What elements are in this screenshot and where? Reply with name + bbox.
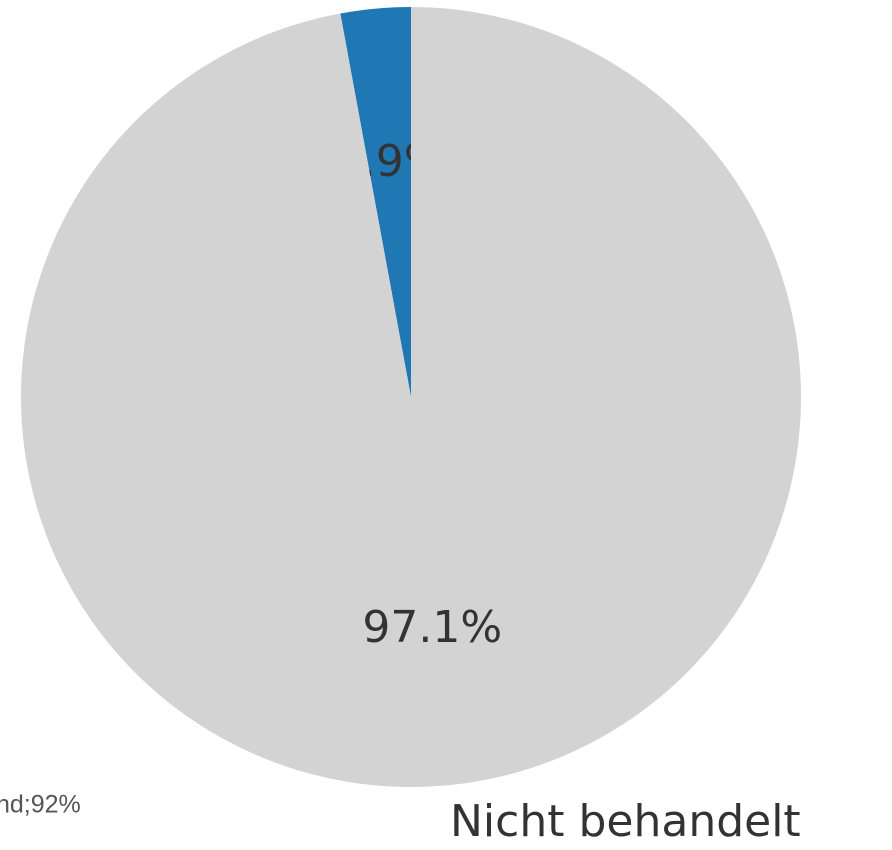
value-label: 97.1%: [362, 602, 502, 653]
slice-label: Nicht behandelt: [450, 796, 801, 847]
annotation: nd;92%: [0, 791, 81, 819]
pie-slice: [340, 7, 411, 397]
pie-slice: [20, 7, 801, 787]
